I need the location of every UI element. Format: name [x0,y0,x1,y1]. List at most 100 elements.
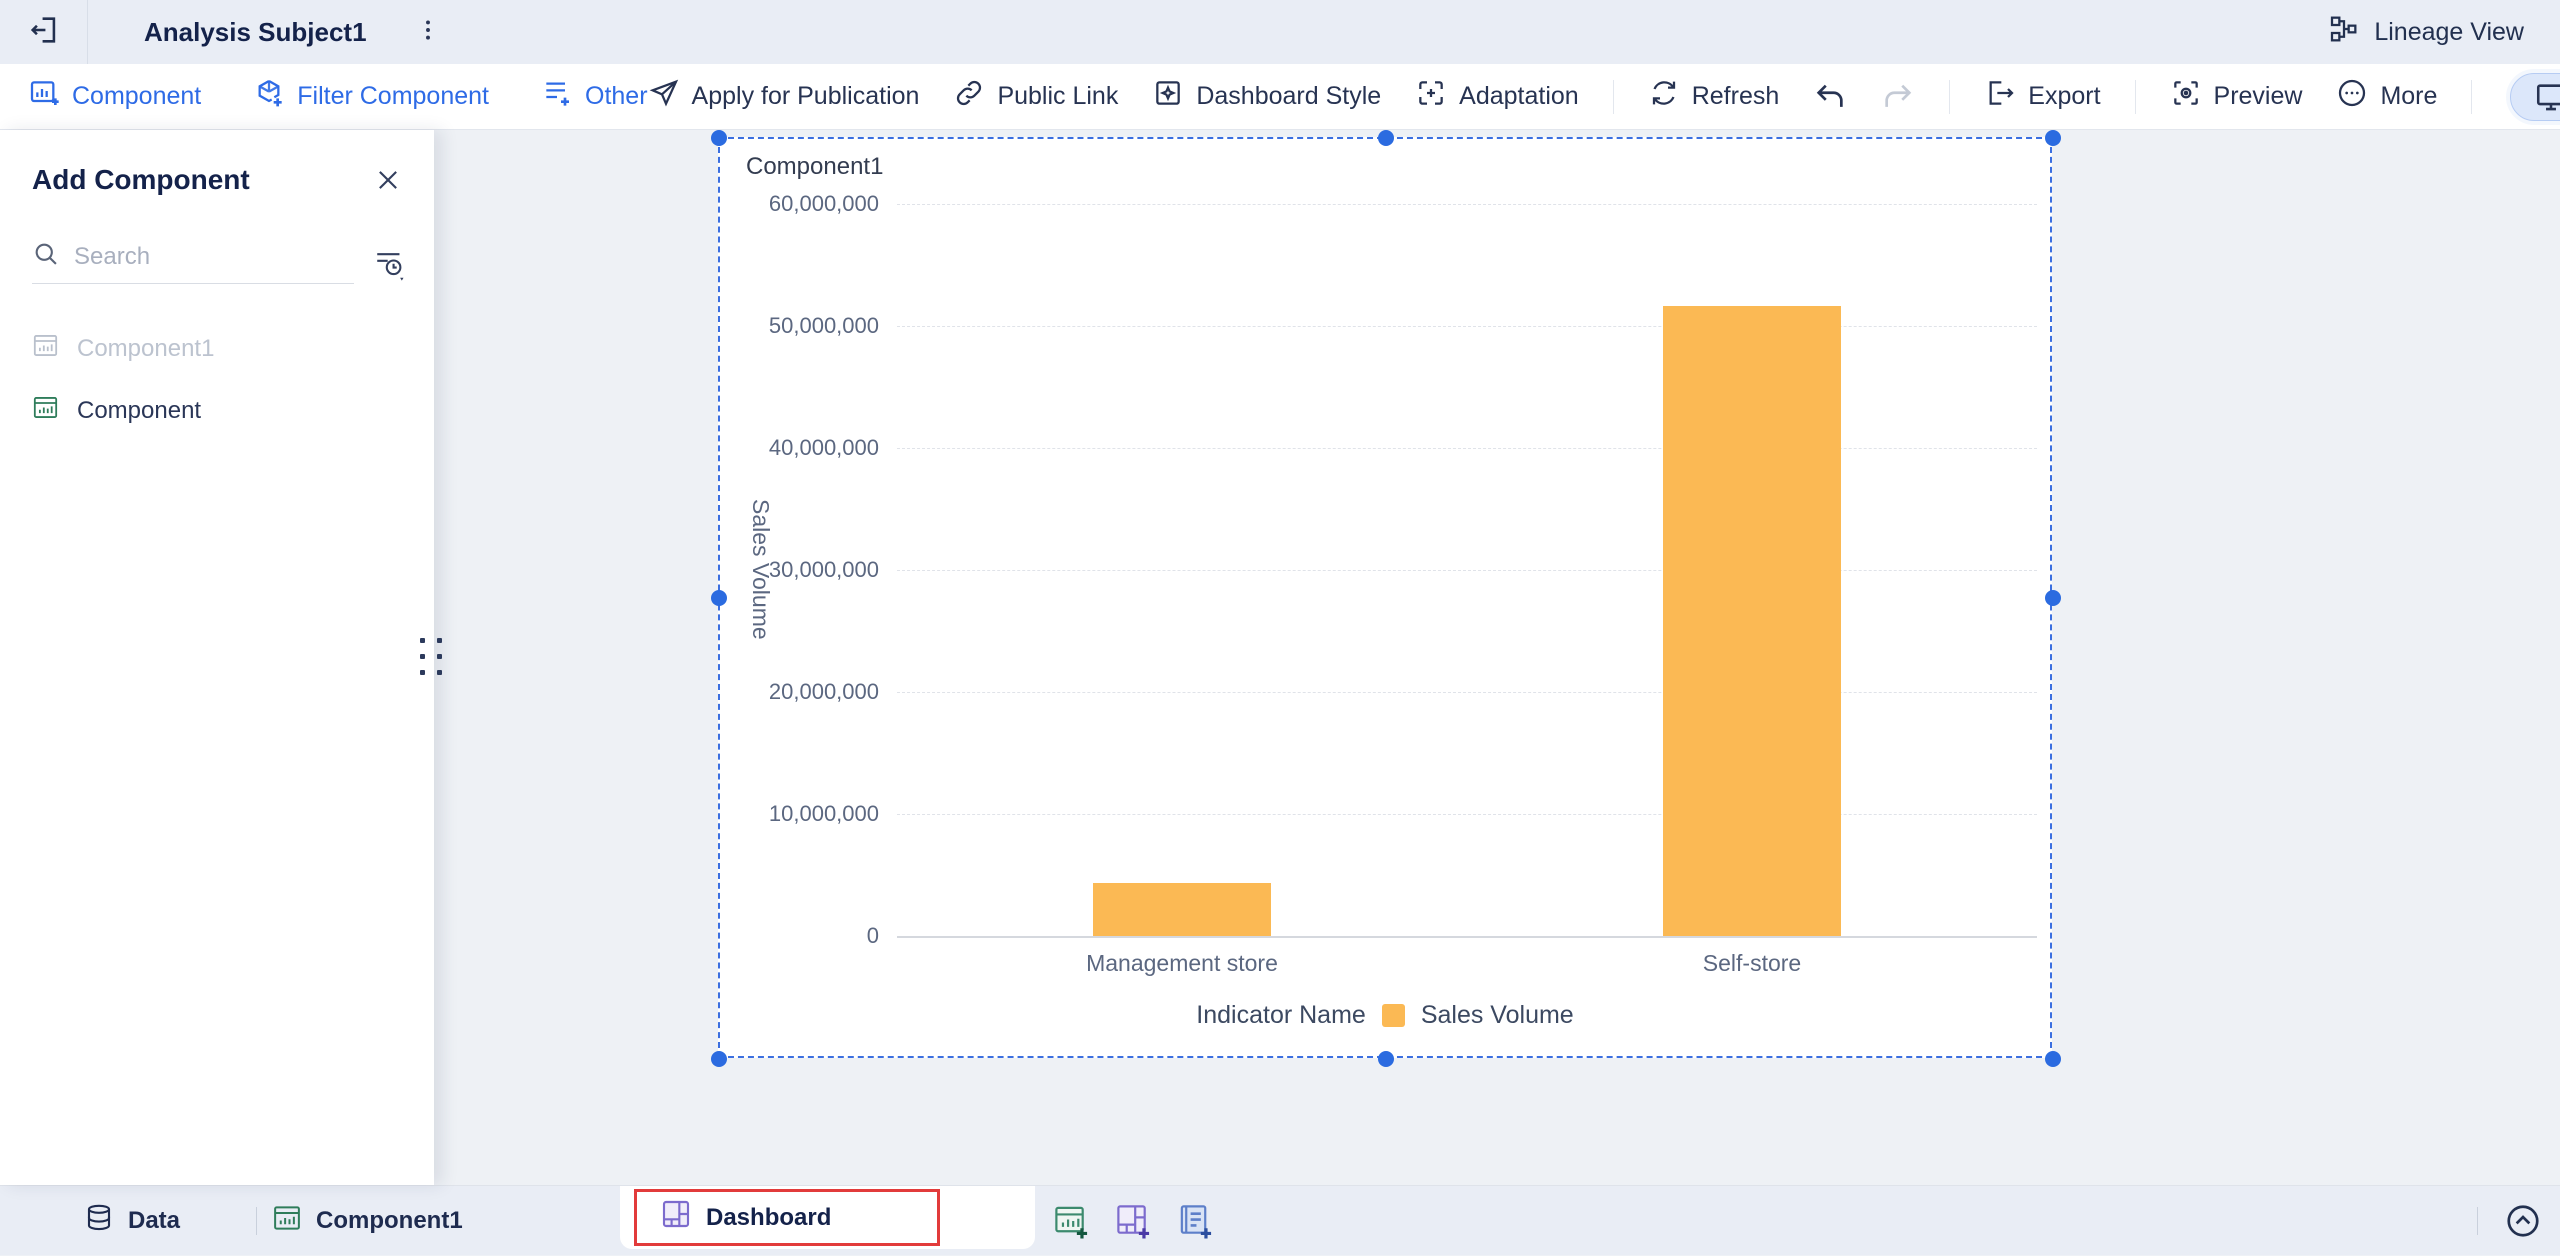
export-button[interactable]: Export [1984,77,2101,116]
collapse-bar-button[interactable] [2504,1202,2542,1240]
style-icon [1152,77,1184,116]
toolbar: Component Filter Component Other Apply f… [0,64,2560,130]
chevron-up-circle-icon [2507,1205,2539,1237]
exit-icon [27,13,61,52]
adaptation-icon [1415,77,1447,116]
database-icon [84,1203,114,1240]
toolbar-separator [1949,79,1951,114]
x-category-label: Self-store [1702,950,1802,976]
undo-button[interactable] [1813,80,1847,114]
chart-legend: Indicator Name Sales Volume [720,1001,2050,1030]
resize-handle-se[interactable] [2045,1051,2061,1067]
bar-management-store[interactable] [1093,883,1271,936]
add-component-button[interactable]: Component [28,77,201,116]
resize-handle-s[interactable] [1378,1051,1394,1067]
y-tick-label: 10,000,000 [768,801,879,826]
refresh-button[interactable]: Refresh [1648,77,1779,116]
refresh-icon [1648,77,1680,116]
component-list: Component1 Component [0,318,434,442]
monitor-icon [2537,83,2560,110]
link-icon [953,77,985,116]
chart-title: Component1 [746,153,884,180]
tab-data[interactable]: Data [84,1186,180,1256]
redo-icon [1885,84,1912,107]
resize-handle-w[interactable] [711,590,727,606]
filter-component-icon [253,77,285,116]
tab-dashboard[interactable]: Dashboard [620,1186,1035,1249]
lineage-label: Lineage View [2374,17,2524,46]
ellipsis-icon [2336,77,2368,116]
legend-series-label[interactable]: Sales Volume [1420,1001,1574,1029]
resize-handle-sw[interactable] [711,1051,727,1067]
preview-icon [2170,77,2202,116]
chart-plot: 0 10,000,000 20,000,000 30,000,000 40,000,00… [769,191,2037,976]
resize-handle-nw[interactable] [711,130,727,146]
lineage-view-button[interactable]: Lineage View [2328,13,2524,52]
public-link-button[interactable]: Public Link [953,77,1118,116]
more-menu-button[interactable] [415,17,441,48]
chart-component-card[interactable]: Component1 Sales Volume 0 10,000,000 20,00… [711,130,2061,1067]
add-filter-component-button[interactable]: Filter Component [253,77,489,116]
export-icon [1984,77,2016,116]
add-report-icon [1180,1205,1212,1239]
add-chart-icon [1055,1206,1088,1239]
exit-button[interactable] [0,0,88,64]
y-tick-label: 40,000,000 [768,435,879,460]
close-panel-button[interactable] [374,166,402,194]
other-icon [541,77,573,116]
device-toggle [2506,68,2560,125]
add-dashboard-icon [1117,1205,1150,1239]
legend-swatch [1381,1004,1405,1027]
page-title: Analysis Subject1 [144,16,367,47]
resize-handle-e[interactable] [2045,590,2061,606]
search-box [32,240,354,284]
lineage-icon [2328,13,2360,52]
chart-mini-icon [32,394,59,428]
panel-resize-handle[interactable] [420,638,442,675]
kebab-icon [415,17,441,48]
x-category-label: Management store [1086,950,1278,976]
sort-clock-icon [377,253,404,281]
chart-mini-icon [272,1203,302,1240]
y-tick-label: 20,000,000 [768,679,879,704]
x-axis-line [897,936,2037,938]
dashboard-style-button[interactable]: Dashboard Style [1152,77,1381,116]
undo-icon [1817,84,1843,107]
list-item-component1: Component1 [0,318,434,380]
panel-title: Add Component [32,164,250,195]
tab-separator [256,1207,257,1235]
y-axis-title: Sales Volume [748,498,774,640]
gridline [897,814,2037,815]
gridline [897,204,2037,205]
apply-for-publication-button[interactable]: Apply for Publication [648,77,919,116]
gridline [897,448,2037,449]
sort-by-time-button[interactable] [372,248,406,284]
adaptation-button[interactable]: Adaptation [1415,77,1579,116]
more-button[interactable]: More [2336,77,2437,116]
list-item-component[interactable]: Component [0,380,434,442]
search-input[interactable] [74,242,274,271]
redo-button[interactable] [1881,80,1915,114]
desktop-view-button[interactable] [2510,72,2560,121]
component-icon [28,77,60,116]
toolbar-separator [1612,79,1614,114]
bar-self-store[interactable] [1663,306,1841,936]
y-tick-label: 30,000,000 [768,557,879,582]
preview-button[interactable]: Preview [2170,77,2302,116]
add-dashboard-tab-button[interactable] [1114,1202,1152,1240]
gridline [897,692,2037,693]
tab-separator [2477,1207,2478,1235]
toolbar-separator [2471,79,2473,114]
tab-component1[interactable]: Component1 [272,1186,463,1256]
add-other-button[interactable]: Other [541,77,648,116]
close-icon [379,171,397,189]
y-tick-label: 0 [866,923,879,948]
chart-mini-icon [32,332,59,366]
resize-handle-n[interactable] [1378,130,1394,146]
legend-title: Indicator Name [1196,1001,1366,1029]
add-component-panel: Add Component Component1 [0,130,442,1185]
dashboard-grid-icon [660,1198,692,1237]
resize-handle-ne[interactable] [2045,130,2061,146]
add-component-tab-button[interactable] [1052,1202,1090,1240]
add-report-tab-button[interactable] [1176,1202,1214,1240]
